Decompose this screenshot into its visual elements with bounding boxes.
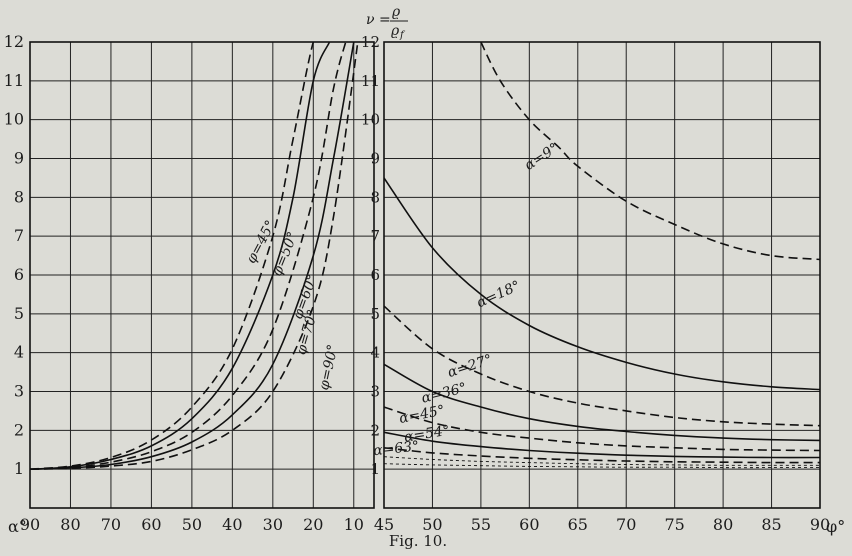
alpha-chart: φ=45°φ=50°φ=60°φ=70°φ=90° 90 80 70 60 50 40 30… (4, 32, 375, 536)
phi-x-tick-75: 75 (664, 515, 684, 534)
phi-x-tick-80: 80 (713, 515, 733, 534)
phi-curve-label-63: α=63° (372, 439, 419, 460)
phi-curve-27 (384, 305, 820, 427)
phi-x-tick-60: 60 (519, 515, 539, 534)
alpha-y-tick-12: 12 (4, 32, 24, 51)
phi-curve-63 (384, 447, 820, 464)
phi-x-tick-65: 65 (568, 515, 588, 534)
phi-y-tick-3: 3 (370, 383, 380, 401)
phi-curve-36 (384, 363, 820, 442)
phi-y-tick-2: 2 (370, 421, 380, 439)
alpha-x-tick-60: 60 (141, 515, 161, 534)
phi-x-tick-70: 70 (616, 515, 636, 534)
alpha-curve-45 (30, 42, 323, 470)
phi-y-tick-9: 9 (370, 150, 380, 168)
phi-y-tick-7: 7 (370, 227, 380, 245)
phi-curve-54 (384, 431, 820, 459)
alpha-x-tick-90: 90 (20, 515, 40, 534)
phi-curve-aux-8 (384, 463, 820, 469)
alpha-axis-label: α° (8, 517, 27, 536)
alpha-x-tick-40: 40 (222, 515, 242, 534)
figure-caption: Fig. 10. (389, 532, 447, 550)
alpha-y-tick-5: 5 (14, 304, 24, 323)
phi-x-tick-45: 45 (374, 515, 394, 534)
phi-y-tick-8: 8 (370, 188, 380, 206)
phi-x-tick-85: 85 (761, 515, 781, 534)
phi-chart-frame (383, 41, 821, 509)
alpha-curve-70 (30, 42, 355, 470)
phi-x-tick-90: 90 (810, 515, 830, 534)
alpha-curve-50 (30, 42, 331, 470)
nu-label-numerator: ϱ (392, 4, 401, 20)
alpha-x-tick-80: 80 (60, 515, 80, 534)
phi-axis-label: φ° (826, 517, 845, 536)
alpha-y-tick-1: 1 (14, 459, 24, 478)
phi-y-tick-4: 4 (370, 344, 380, 362)
phi-curve-18 (384, 177, 820, 391)
alpha-y-tick-11: 11 (4, 71, 24, 90)
alpha-y-tick-3: 3 (14, 382, 24, 401)
phi-x-tick-50: 50 (422, 515, 442, 534)
phi-x-tick-55: 55 (471, 515, 491, 534)
alpha-y-tick-10: 10 (4, 110, 24, 129)
nu-label-subscript: f (399, 30, 406, 41)
phi-chart-x-ticks: 45 50 55 60 65 70 75 80 85 90 (374, 515, 830, 534)
alpha-curve-90 (30, 42, 359, 470)
phi-y-tick-5: 5 (370, 305, 380, 323)
alpha-y-tick-9: 9 (14, 149, 24, 168)
phi-chart-curves (384, 42, 820, 469)
alpha-chart-x-ticks: 90 80 70 60 50 40 30 20 10 (20, 515, 364, 534)
alpha-y-tick-6: 6 (14, 265, 24, 284)
phi-y-tick-11: 11 (361, 72, 380, 90)
alpha-y-tick-4: 4 (14, 343, 24, 362)
alpha-x-tick-20: 20 (303, 515, 323, 534)
alpha-y-tick-2: 2 (14, 420, 24, 439)
phi-y-tick-10: 10 (361, 111, 380, 129)
nu-axis-label: ν = ϱ ϱ f (366, 4, 408, 41)
phi-curve-label-54: α=54° (403, 423, 451, 446)
alpha-y-tick-7: 7 (14, 226, 24, 245)
phi-y-tick-6: 6 (370, 266, 380, 284)
nu-label-denominator: ϱ (391, 23, 400, 39)
alpha-x-tick-30: 30 (263, 515, 283, 534)
phi-y-tick-1: 1 (370, 460, 380, 478)
alpha-chart-frame (29, 41, 375, 509)
alpha-x-tick-70: 70 (101, 515, 121, 534)
alpha-y-tick-8: 8 (14, 187, 24, 206)
nu-label-lhs: ν = (366, 12, 391, 28)
phi-curve-aux-7 (384, 456, 820, 466)
phi-curve-9 (480, 42, 820, 261)
phi-y-tick-12: 12 (361, 33, 380, 51)
alpha-chart-curves (30, 42, 359, 470)
phi-curve-45 (384, 406, 820, 452)
alpha-x-tick-50: 50 (182, 515, 202, 534)
alpha-x-tick-10: 10 (344, 515, 364, 534)
